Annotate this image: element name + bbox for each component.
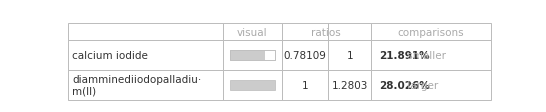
Bar xyxy=(329,70,371,100)
Text: calcium iodide: calcium iodide xyxy=(73,51,149,61)
Bar xyxy=(230,51,265,61)
Bar xyxy=(68,70,223,100)
Text: ratios: ratios xyxy=(312,27,341,37)
Text: 1.2803: 1.2803 xyxy=(331,80,368,90)
Bar xyxy=(230,51,275,61)
Bar xyxy=(223,24,282,41)
Bar xyxy=(223,41,282,70)
Text: comparisons: comparisons xyxy=(398,27,465,37)
Text: smaller: smaller xyxy=(403,51,446,61)
Bar xyxy=(329,24,371,41)
Text: 1: 1 xyxy=(346,51,353,61)
Bar xyxy=(223,70,282,100)
Text: 0.78109: 0.78109 xyxy=(284,51,327,61)
Bar xyxy=(371,70,491,100)
Bar xyxy=(68,41,223,70)
Bar xyxy=(282,70,329,100)
Bar xyxy=(230,80,275,90)
Bar xyxy=(68,24,223,41)
Text: diamminediiodopalladiu·
m(II): diamminediiodopalladiu· m(II) xyxy=(73,74,201,96)
Text: 21.891%: 21.891% xyxy=(379,51,430,61)
Bar xyxy=(282,41,329,70)
Bar xyxy=(371,24,491,41)
Bar xyxy=(371,41,491,70)
Text: 1: 1 xyxy=(302,80,308,90)
Text: 28.026%: 28.026% xyxy=(379,80,430,90)
Bar xyxy=(230,51,275,61)
Text: visual: visual xyxy=(237,27,268,37)
Bar xyxy=(329,41,371,70)
Bar xyxy=(282,24,329,41)
Text: larger: larger xyxy=(403,80,438,90)
